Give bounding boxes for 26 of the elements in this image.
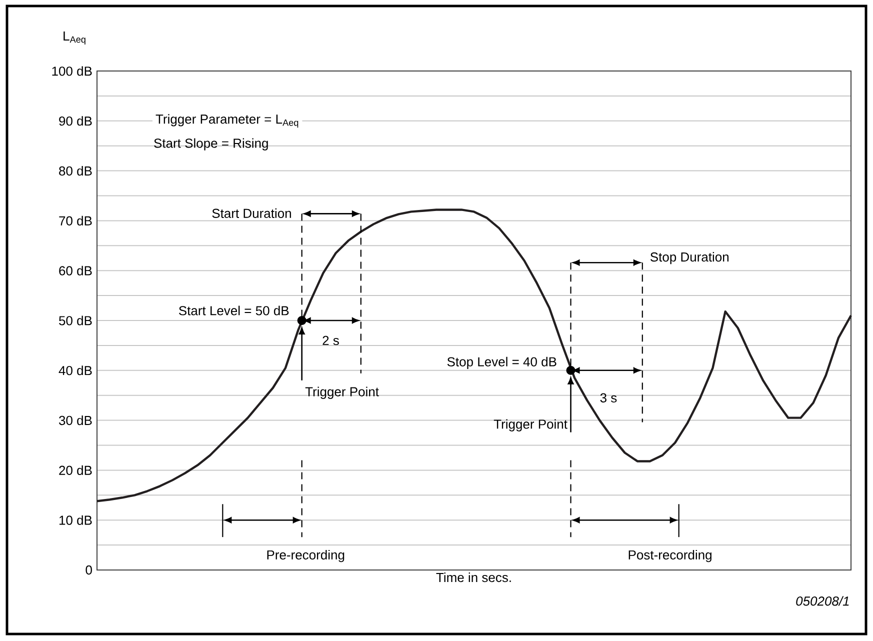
- annotation: Start Level = 50 dB: [178, 306, 289, 316]
- annotation: Start Slope = Rising: [154, 138, 268, 150]
- annotation: Stop Level = 40 dB: [447, 356, 556, 369]
- annotation: Start Duration: [212, 208, 291, 218]
- y-tick-label: 50 dB: [59, 316, 92, 326]
- y-tick-label: 40 dB: [58, 366, 92, 376]
- annotation: 2 s: [322, 336, 339, 346]
- y-tick-label: 60 dB: [59, 266, 92, 276]
- x-axis-title: Time in secs.: [436, 572, 511, 582]
- y-tick-label: 20 dB: [59, 465, 92, 475]
- annotation: Pre-recording: [267, 550, 344, 562]
- y-tick-label: 80 dB: [59, 166, 92, 176]
- y-tick-label: 70 dB: [59, 216, 92, 226]
- annotation: Post-recording: [628, 550, 712, 562]
- y-tick-label: 10 dB: [59, 515, 92, 525]
- text: 050208/1: [796, 596, 849, 606]
- y-tick-label: 100 dB: [52, 66, 92, 76]
- y-axis-title: L$_{Aeq}$: [64, 32, 86, 44]
- annotation: Stop Duration: [650, 252, 728, 264]
- y-tick-label: 30 dB: [59, 416, 92, 426]
- y-tick-label: 90 dB: [59, 116, 92, 126]
- annotation: 3 s: [600, 393, 617, 402]
- annotation: Trigger Parameter = L$_{Aeq}$: [156, 114, 298, 128]
- annotation: Trigger Point: [305, 386, 379, 399]
- annotation: Trigger Point: [494, 419, 568, 432]
- y-tick-label: 0: [86, 565, 92, 575]
